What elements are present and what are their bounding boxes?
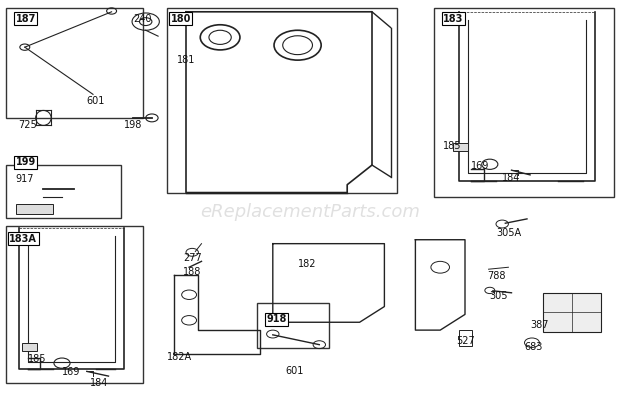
Text: 182A: 182A bbox=[167, 352, 193, 362]
Bar bbox=[6, 226, 143, 383]
Text: 180: 180 bbox=[170, 14, 191, 24]
Bar bbox=[434, 8, 614, 196]
Bar bbox=[6, 165, 121, 218]
Bar bbox=[542, 293, 601, 332]
Text: 725: 725 bbox=[19, 120, 37, 130]
Text: 601: 601 bbox=[87, 96, 105, 106]
Text: 185: 185 bbox=[443, 141, 462, 151]
Text: 183A: 183A bbox=[9, 234, 37, 244]
Text: 182: 182 bbox=[298, 259, 316, 269]
Text: 917: 917 bbox=[16, 174, 34, 184]
Text: 185: 185 bbox=[28, 354, 46, 364]
Text: 181: 181 bbox=[177, 55, 195, 65]
Text: 169: 169 bbox=[471, 161, 490, 171]
Bar bbox=[167, 8, 397, 193]
Bar bbox=[22, 343, 37, 351]
Text: 187: 187 bbox=[16, 14, 36, 24]
Bar bbox=[453, 143, 468, 151]
Text: 240: 240 bbox=[133, 14, 152, 24]
Text: 198: 198 bbox=[124, 120, 143, 130]
Text: 305A: 305A bbox=[496, 228, 521, 238]
Text: 918: 918 bbox=[267, 314, 287, 324]
Text: 183: 183 bbox=[443, 14, 464, 24]
Text: 683: 683 bbox=[524, 342, 542, 352]
Text: 199: 199 bbox=[16, 157, 36, 167]
Text: 305: 305 bbox=[490, 291, 508, 301]
Text: 277: 277 bbox=[183, 253, 202, 263]
Bar bbox=[257, 303, 329, 348]
Text: 387: 387 bbox=[530, 320, 549, 330]
Text: 527: 527 bbox=[456, 336, 474, 346]
Text: 601: 601 bbox=[285, 366, 304, 376]
Text: 169: 169 bbox=[62, 367, 81, 377]
Text: 184: 184 bbox=[502, 173, 521, 183]
Text: 184: 184 bbox=[90, 378, 108, 388]
Bar bbox=[6, 8, 143, 118]
Text: 788: 788 bbox=[487, 271, 505, 281]
Text: 188: 188 bbox=[183, 267, 202, 277]
Bar bbox=[16, 204, 53, 214]
Bar bbox=[459, 330, 472, 346]
Text: eReplacementParts.com: eReplacementParts.com bbox=[200, 203, 420, 221]
